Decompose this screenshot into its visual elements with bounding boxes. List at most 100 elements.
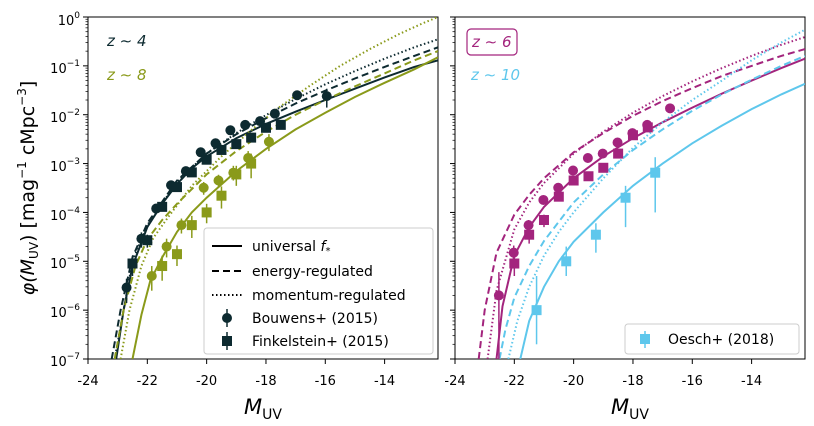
curve-z10-universal <box>519 82 805 359</box>
point-finkelstein-z4 <box>275 119 286 130</box>
point-finkelstein-z6 <box>583 171 594 182</box>
y-tick-label: 10−2 <box>50 108 80 126</box>
y-tick-label: 10−1 <box>50 59 80 77</box>
point-finkelstein-z8 <box>231 169 242 180</box>
z4-label: z ∼ 4 <box>106 32 147 50</box>
point-bouwens-z6 <box>538 194 549 205</box>
y-tick-label: 10−6 <box>50 303 80 321</box>
curve-z6-energy <box>477 48 805 359</box>
legend-left: universal f* energy-regulated momentum-r… <box>203 227 434 355</box>
legend-universal-label: universal f* <box>252 239 330 257</box>
point-bouwens-z6 <box>597 148 608 159</box>
point-bouwens-z4 <box>121 282 132 293</box>
point-bouwens-z8 <box>263 136 274 147</box>
left-data-points <box>121 88 332 304</box>
point-bouwens-z4 <box>292 90 303 101</box>
y-axis-label: φ(MUV) [mag−1 cMpc−3] <box>15 81 41 296</box>
point-finkelstein-z8 <box>216 190 227 201</box>
point-bouwens-z6 <box>665 103 676 114</box>
point-finkelstein-z6 <box>538 214 549 225</box>
point-bouwens-z6 <box>493 290 504 301</box>
curve-z6-momentum <box>486 36 805 359</box>
right-data-points <box>493 103 676 359</box>
point-bouwens-z8 <box>146 270 157 281</box>
axis-ticks <box>83 16 753 364</box>
point-bouwens-z6 <box>508 247 519 258</box>
x-tick-label: -14 <box>741 374 762 389</box>
point-oesch-z10 <box>531 305 542 316</box>
point-finkelstein-z8 <box>171 249 182 260</box>
z6-label: z ∼ 6 <box>471 33 512 51</box>
point-finkelstein-z4 <box>157 201 168 212</box>
point-oesch-z10 <box>561 256 572 267</box>
point-finkelstein-z8 <box>186 220 197 231</box>
y-tick-label: 10−5 <box>50 254 80 272</box>
point-finkelstein-z4 <box>186 167 197 178</box>
curve-z10-momentum <box>507 28 805 359</box>
point-finkelstein-z6 <box>568 175 579 186</box>
legend-left-box <box>203 227 434 355</box>
x-tick-label: -20 <box>196 374 217 389</box>
x-tick-label: -24 <box>77 374 98 389</box>
z10-label: z ∼ 10 <box>470 66 520 84</box>
legend-oesch-marker <box>640 334 650 344</box>
point-finkelstein-z6 <box>509 258 520 269</box>
point-finkelstein-z4 <box>127 258 138 269</box>
legend-oesch-label: Oesch+ (2018) <box>668 332 774 348</box>
point-finkelstein-z6 <box>553 191 564 202</box>
point-oesch-z10 <box>590 229 601 240</box>
point-bouwens-z6 <box>553 182 564 193</box>
legend-right-box <box>624 323 800 355</box>
x-tick-label: -24 <box>444 374 465 389</box>
point-finkelstein-z4 <box>260 122 271 133</box>
point-finkelstein-z6 <box>524 229 535 240</box>
point-finkelstein-z6 <box>627 130 638 141</box>
point-bouwens-z6 <box>523 220 534 231</box>
legend-finkelstein-marker <box>222 336 232 346</box>
point-oesch-z10 <box>620 192 631 203</box>
point-bouwens-z4 <box>269 108 280 119</box>
x-tick-label: -16 <box>682 374 703 389</box>
point-bouwens-z8 <box>161 241 172 252</box>
x-tick-label: -14 <box>374 374 395 389</box>
x-tick-labels: -24 -22 -20 -18 -16 -14 -24 -22 -20 -18 … <box>77 374 762 389</box>
point-finkelstein-z8 <box>157 261 168 272</box>
point-finkelstein-z4 <box>171 182 182 193</box>
point-finkelstein-z4 <box>246 132 257 143</box>
y-tick-label: 10−7 <box>50 352 80 370</box>
point-oesch-z10 <box>650 167 661 178</box>
x-tick-label: -16 <box>315 374 336 389</box>
point-finkelstein-z8 <box>246 158 257 169</box>
point-finkelstein-z6 <box>613 148 624 159</box>
x-tick-label: -18 <box>255 374 276 389</box>
point-bouwens-z8 <box>213 175 224 186</box>
point-bouwens-z6 <box>582 153 593 164</box>
point-bouwens-z6 <box>612 137 623 148</box>
point-finkelstein-z4 <box>201 154 212 165</box>
y-tick-labels: 100 10−1 10−2 10−3 10−4 10−5 10−6 10−7 <box>50 11 80 370</box>
point-bouwens-z4 <box>225 125 236 136</box>
y-tick-label: 10−3 <box>50 157 80 175</box>
x-tick-label: -18 <box>622 374 643 389</box>
y-tick-label: 100 <box>58 11 81 29</box>
point-finkelstein-z8 <box>201 207 212 218</box>
legend-momentum-label: momentum-regulated <box>252 288 406 304</box>
point-finkelstein-z6 <box>598 162 609 173</box>
point-finkelstein-z4 <box>142 235 153 246</box>
x-axis-label-left: MUV <box>244 395 282 423</box>
x-tick-label: -20 <box>563 374 584 389</box>
curve-z8-energy <box>113 50 438 359</box>
legend-energy-label: energy-regulated <box>252 264 373 280</box>
point-bouwens-z4 <box>240 119 251 130</box>
x-tick-label: -22 <box>137 374 158 389</box>
point-finkelstein-z4 <box>231 139 242 150</box>
x-axis-label-right: MUV <box>611 395 649 423</box>
point-bouwens-z8 <box>176 220 187 231</box>
point-bouwens-z6 <box>568 165 579 176</box>
legend-right: Oesch+ (2018) <box>624 323 800 355</box>
legend-finkelstein-label: Finkelstein+ (2015) <box>252 334 389 350</box>
legend-bouwens-label: Bouwens+ (2015) <box>252 311 378 327</box>
legend-bouwens-marker <box>222 313 232 323</box>
z6-label-box <box>466 28 518 56</box>
